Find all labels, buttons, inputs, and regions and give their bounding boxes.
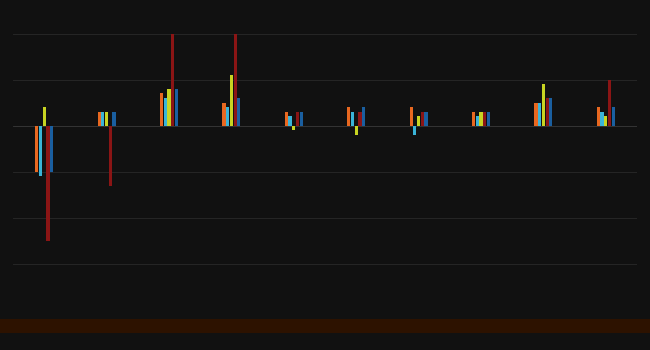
Bar — [160, 93, 163, 126]
Bar — [105, 112, 108, 126]
Bar — [39, 126, 42, 176]
Bar — [542, 84, 545, 126]
Bar — [424, 112, 428, 126]
Bar — [292, 126, 295, 130]
Bar — [168, 89, 170, 126]
Bar — [347, 107, 350, 126]
Bar — [413, 126, 417, 135]
Bar — [98, 112, 101, 126]
Bar — [101, 112, 105, 126]
Bar — [472, 112, 475, 126]
Bar — [549, 98, 552, 126]
Bar — [351, 112, 354, 126]
Bar — [362, 107, 365, 126]
Bar — [487, 112, 490, 126]
Bar — [233, 34, 237, 126]
Bar — [358, 112, 361, 126]
Bar — [421, 112, 424, 126]
Bar — [289, 117, 292, 126]
Bar — [538, 103, 541, 126]
Bar — [417, 117, 420, 126]
Bar — [480, 112, 482, 126]
Bar — [483, 112, 486, 126]
Bar — [285, 112, 288, 126]
Bar — [612, 107, 615, 126]
Bar — [109, 126, 112, 186]
Bar — [222, 103, 226, 126]
Bar — [43, 107, 46, 126]
Bar — [230, 75, 233, 126]
Bar — [355, 126, 358, 135]
Bar — [545, 98, 549, 126]
Bar — [171, 34, 174, 126]
Bar — [296, 112, 299, 126]
Bar — [237, 98, 240, 126]
Bar — [50, 126, 53, 172]
Bar — [608, 80, 611, 126]
Bar — [597, 107, 600, 126]
Bar — [112, 112, 116, 126]
Bar — [410, 107, 413, 126]
Bar — [226, 107, 229, 126]
Bar — [164, 98, 167, 126]
Bar — [604, 117, 607, 126]
Bar — [300, 112, 303, 126]
Bar — [476, 117, 479, 126]
Bar — [46, 126, 49, 241]
Bar — [35, 126, 38, 172]
Bar — [175, 89, 178, 126]
Bar — [534, 103, 538, 126]
Bar — [601, 112, 604, 126]
